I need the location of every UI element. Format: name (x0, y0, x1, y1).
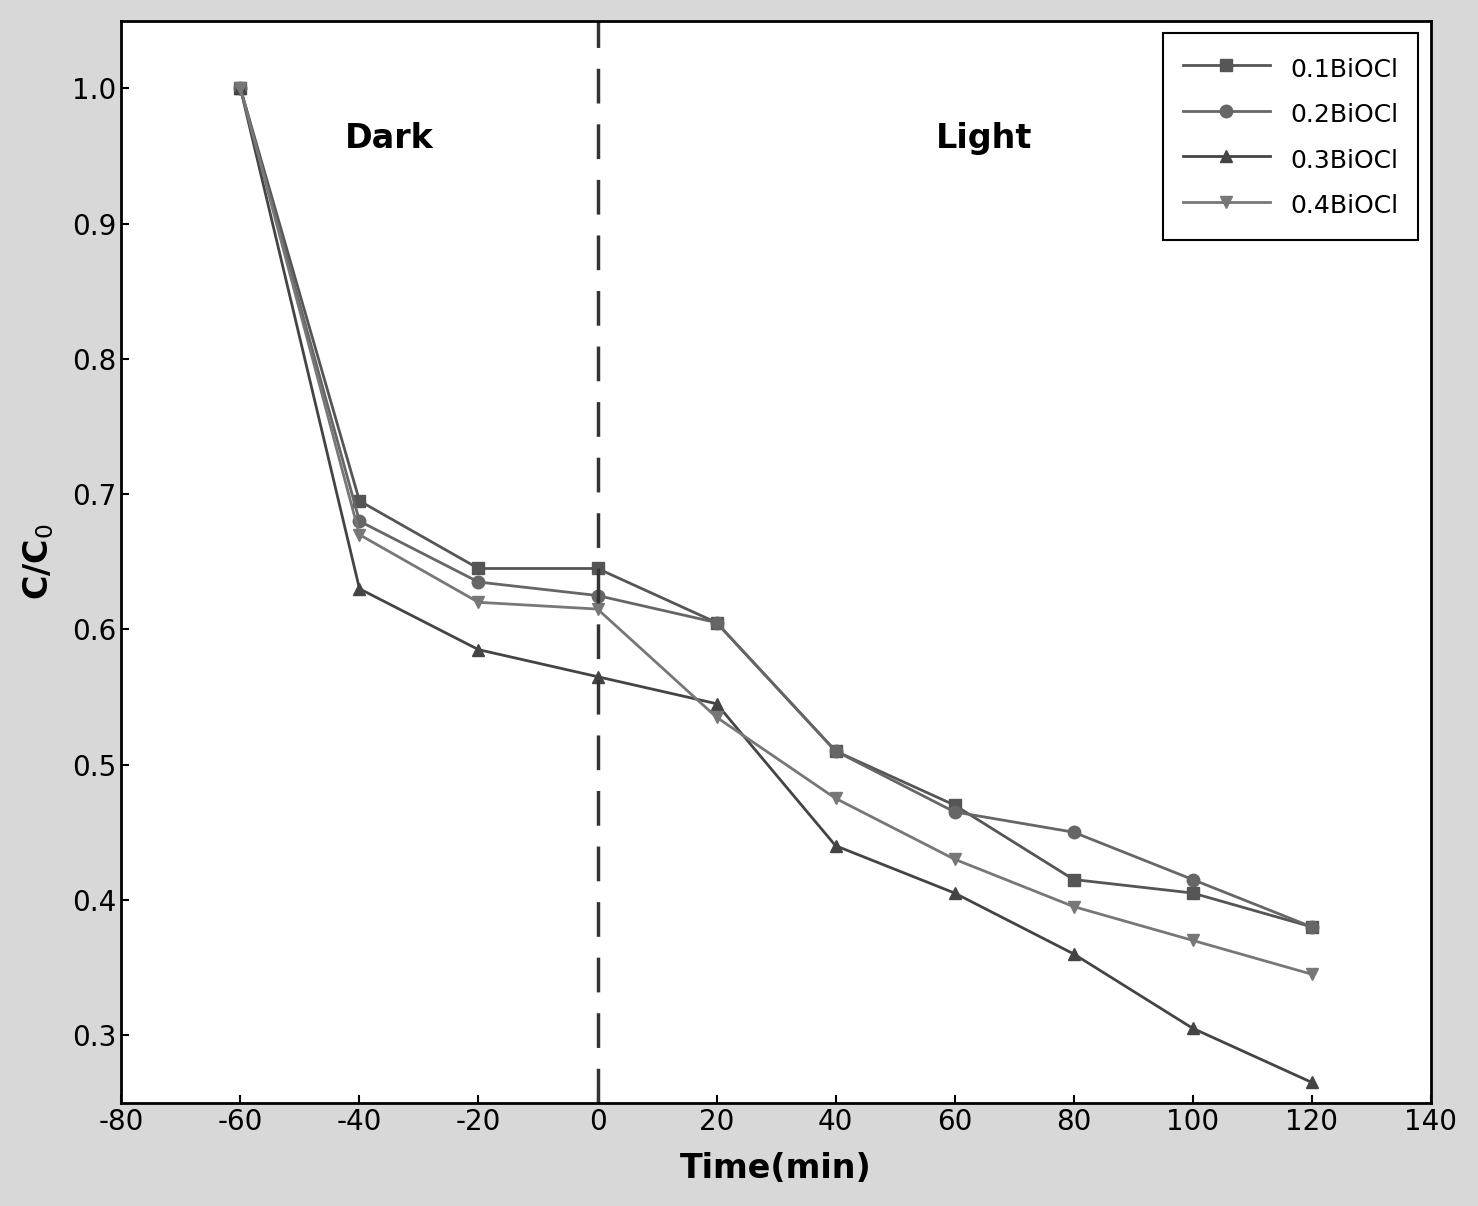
0.2BiOCl (350, 514, 368, 528)
0.1BiOCl (470, 561, 488, 575)
0.1BiOCl (946, 798, 964, 813)
Line: 0.4BiOCl: 0.4BiOCl (234, 82, 1318, 980)
Text: Light: Light (936, 122, 1033, 156)
0.2BiOCl (588, 589, 606, 603)
0.3BiOCl (946, 885, 964, 900)
0.3BiOCl (350, 581, 368, 596)
0.4BiOCl (350, 527, 368, 541)
0.4BiOCl (708, 710, 726, 725)
0.2BiOCl (826, 744, 844, 759)
Legend: 0.1BiOCl, 0.2BiOCl, 0.3BiOCl, 0.4BiOCl: 0.1BiOCl, 0.2BiOCl, 0.3BiOCl, 0.4BiOCl (1163, 34, 1419, 240)
0.2BiOCl (232, 81, 250, 95)
0.2BiOCl (1184, 872, 1202, 886)
0.2BiOCl (1064, 825, 1082, 839)
0.3BiOCl (708, 697, 726, 712)
0.1BiOCl (350, 493, 368, 508)
0.1BiOCl (232, 81, 250, 95)
0.2BiOCl (1302, 920, 1320, 935)
0.3BiOCl (1064, 947, 1082, 961)
0.3BiOCl (1184, 1021, 1202, 1036)
0.4BiOCl (1184, 933, 1202, 948)
0.3BiOCl (1302, 1075, 1320, 1089)
0.1BiOCl (588, 561, 606, 575)
0.4BiOCl (232, 81, 250, 95)
0.4BiOCl (470, 595, 488, 609)
0.4BiOCl (1064, 900, 1082, 914)
0.3BiOCl (826, 838, 844, 853)
X-axis label: Time(min): Time(min) (680, 1152, 872, 1185)
0.4BiOCl (946, 851, 964, 866)
0.2BiOCl (470, 575, 488, 590)
0.1BiOCl (708, 615, 726, 630)
0.4BiOCl (1302, 967, 1320, 982)
0.2BiOCl (708, 615, 726, 630)
Line: 0.1BiOCl: 0.1BiOCl (234, 82, 1318, 933)
0.3BiOCl (470, 643, 488, 657)
0.1BiOCl (1064, 872, 1082, 886)
0.2BiOCl (946, 804, 964, 819)
Line: 0.2BiOCl: 0.2BiOCl (234, 82, 1318, 933)
0.4BiOCl (826, 791, 844, 806)
Y-axis label: C/C$_0$: C/C$_0$ (21, 523, 56, 601)
0.3BiOCl (588, 669, 606, 684)
0.1BiOCl (1302, 920, 1320, 935)
0.4BiOCl (588, 602, 606, 616)
0.1BiOCl (826, 744, 844, 759)
0.3BiOCl (232, 81, 250, 95)
Text: Dark: Dark (344, 122, 433, 156)
0.1BiOCl (1184, 885, 1202, 900)
Line: 0.3BiOCl: 0.3BiOCl (234, 82, 1318, 1089)
